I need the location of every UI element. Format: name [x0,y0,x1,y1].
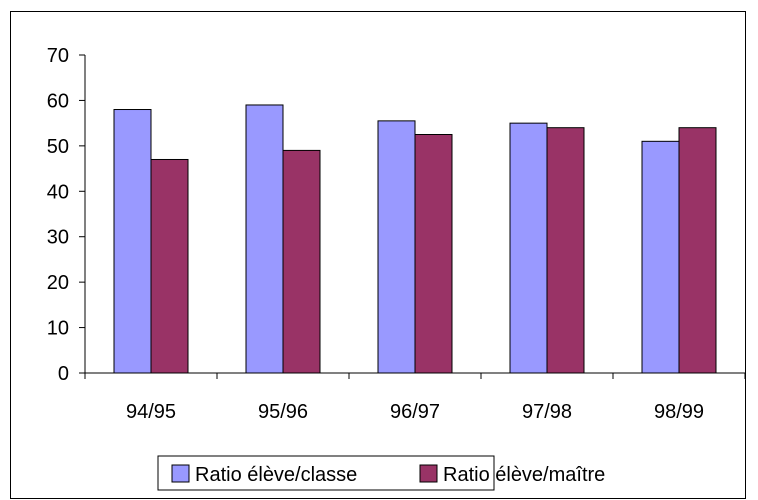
legend-label-ratio-eleve-maitre: Ratio élève/maître [443,464,605,486]
y-tick-label: 10 [47,318,69,340]
x-axis: 94/95 95/96 96/97 97/98 98/99 [84,372,746,423]
x-tick-label: 95/96 [258,401,308,423]
x-tick-label: 96/97 [390,401,440,423]
legend: Ratio élève/classe Ratio élève/maître [157,455,605,491]
bar-ratio-eleve-maitre-95-96 [282,149,321,374]
y-tick-label: 0 [58,363,69,385]
x-tick-label: 97/98 [522,401,572,423]
bar-ratio-eleve-maitre-97-98 [546,127,585,374]
x-tick-label: 94/95 [126,401,176,423]
y-tick-label: 30 [47,227,69,249]
bar-ratio-eleve-maitre-94-95 [150,158,189,374]
y-tick-label: 40 [47,181,69,203]
y-tick-label: 60 [47,90,69,112]
y-tick-label: 50 [47,136,69,158]
plot-area [113,104,717,374]
bar-ratio-eleve-classe-96-97 [377,120,416,374]
legend-swatch-ratio-eleve-maitre [419,464,438,483]
bar-ratio-eleve-maitre-96-97 [414,134,453,374]
y-tick-label: 20 [47,272,69,294]
bar-ratio-eleve-classe-95-96 [245,104,284,374]
legend-box [157,455,495,491]
legend-label-ratio-eleve-classe: Ratio élève/classe [195,464,357,486]
y-axis: 0 10 20 30 40 50 60 70 [47,45,86,385]
y-tick-label: 70 [47,45,69,67]
bar-ratio-eleve-classe-94-95 [113,109,152,374]
bar-ratio-eleve-classe-97-98 [509,122,548,374]
legend-swatch-ratio-eleve-classe [171,464,190,483]
x-tick-label: 98/99 [654,401,704,423]
bar-ratio-eleve-classe-98-99 [641,140,680,374]
bar-ratio-eleve-maitre-98-99 [678,127,717,374]
